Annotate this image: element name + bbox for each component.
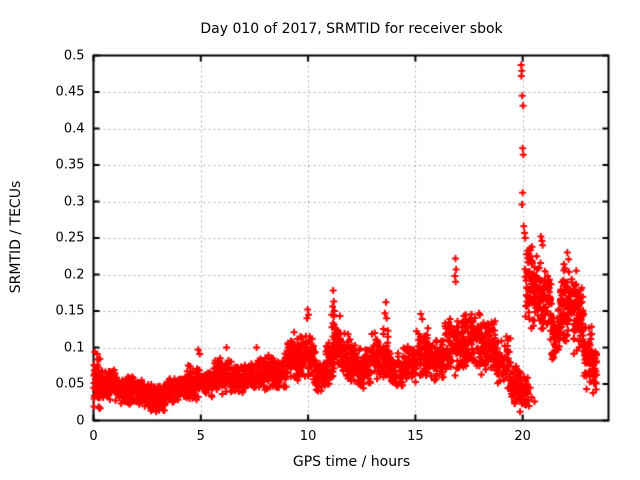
chart-title: Day 010 of 2017, SRMTID for receiver sbo… [200, 21, 503, 37]
x-axis-label: GPS time / hours [292, 454, 411, 470]
y-axis-label: SRMTID / TECUs [8, 180, 24, 294]
